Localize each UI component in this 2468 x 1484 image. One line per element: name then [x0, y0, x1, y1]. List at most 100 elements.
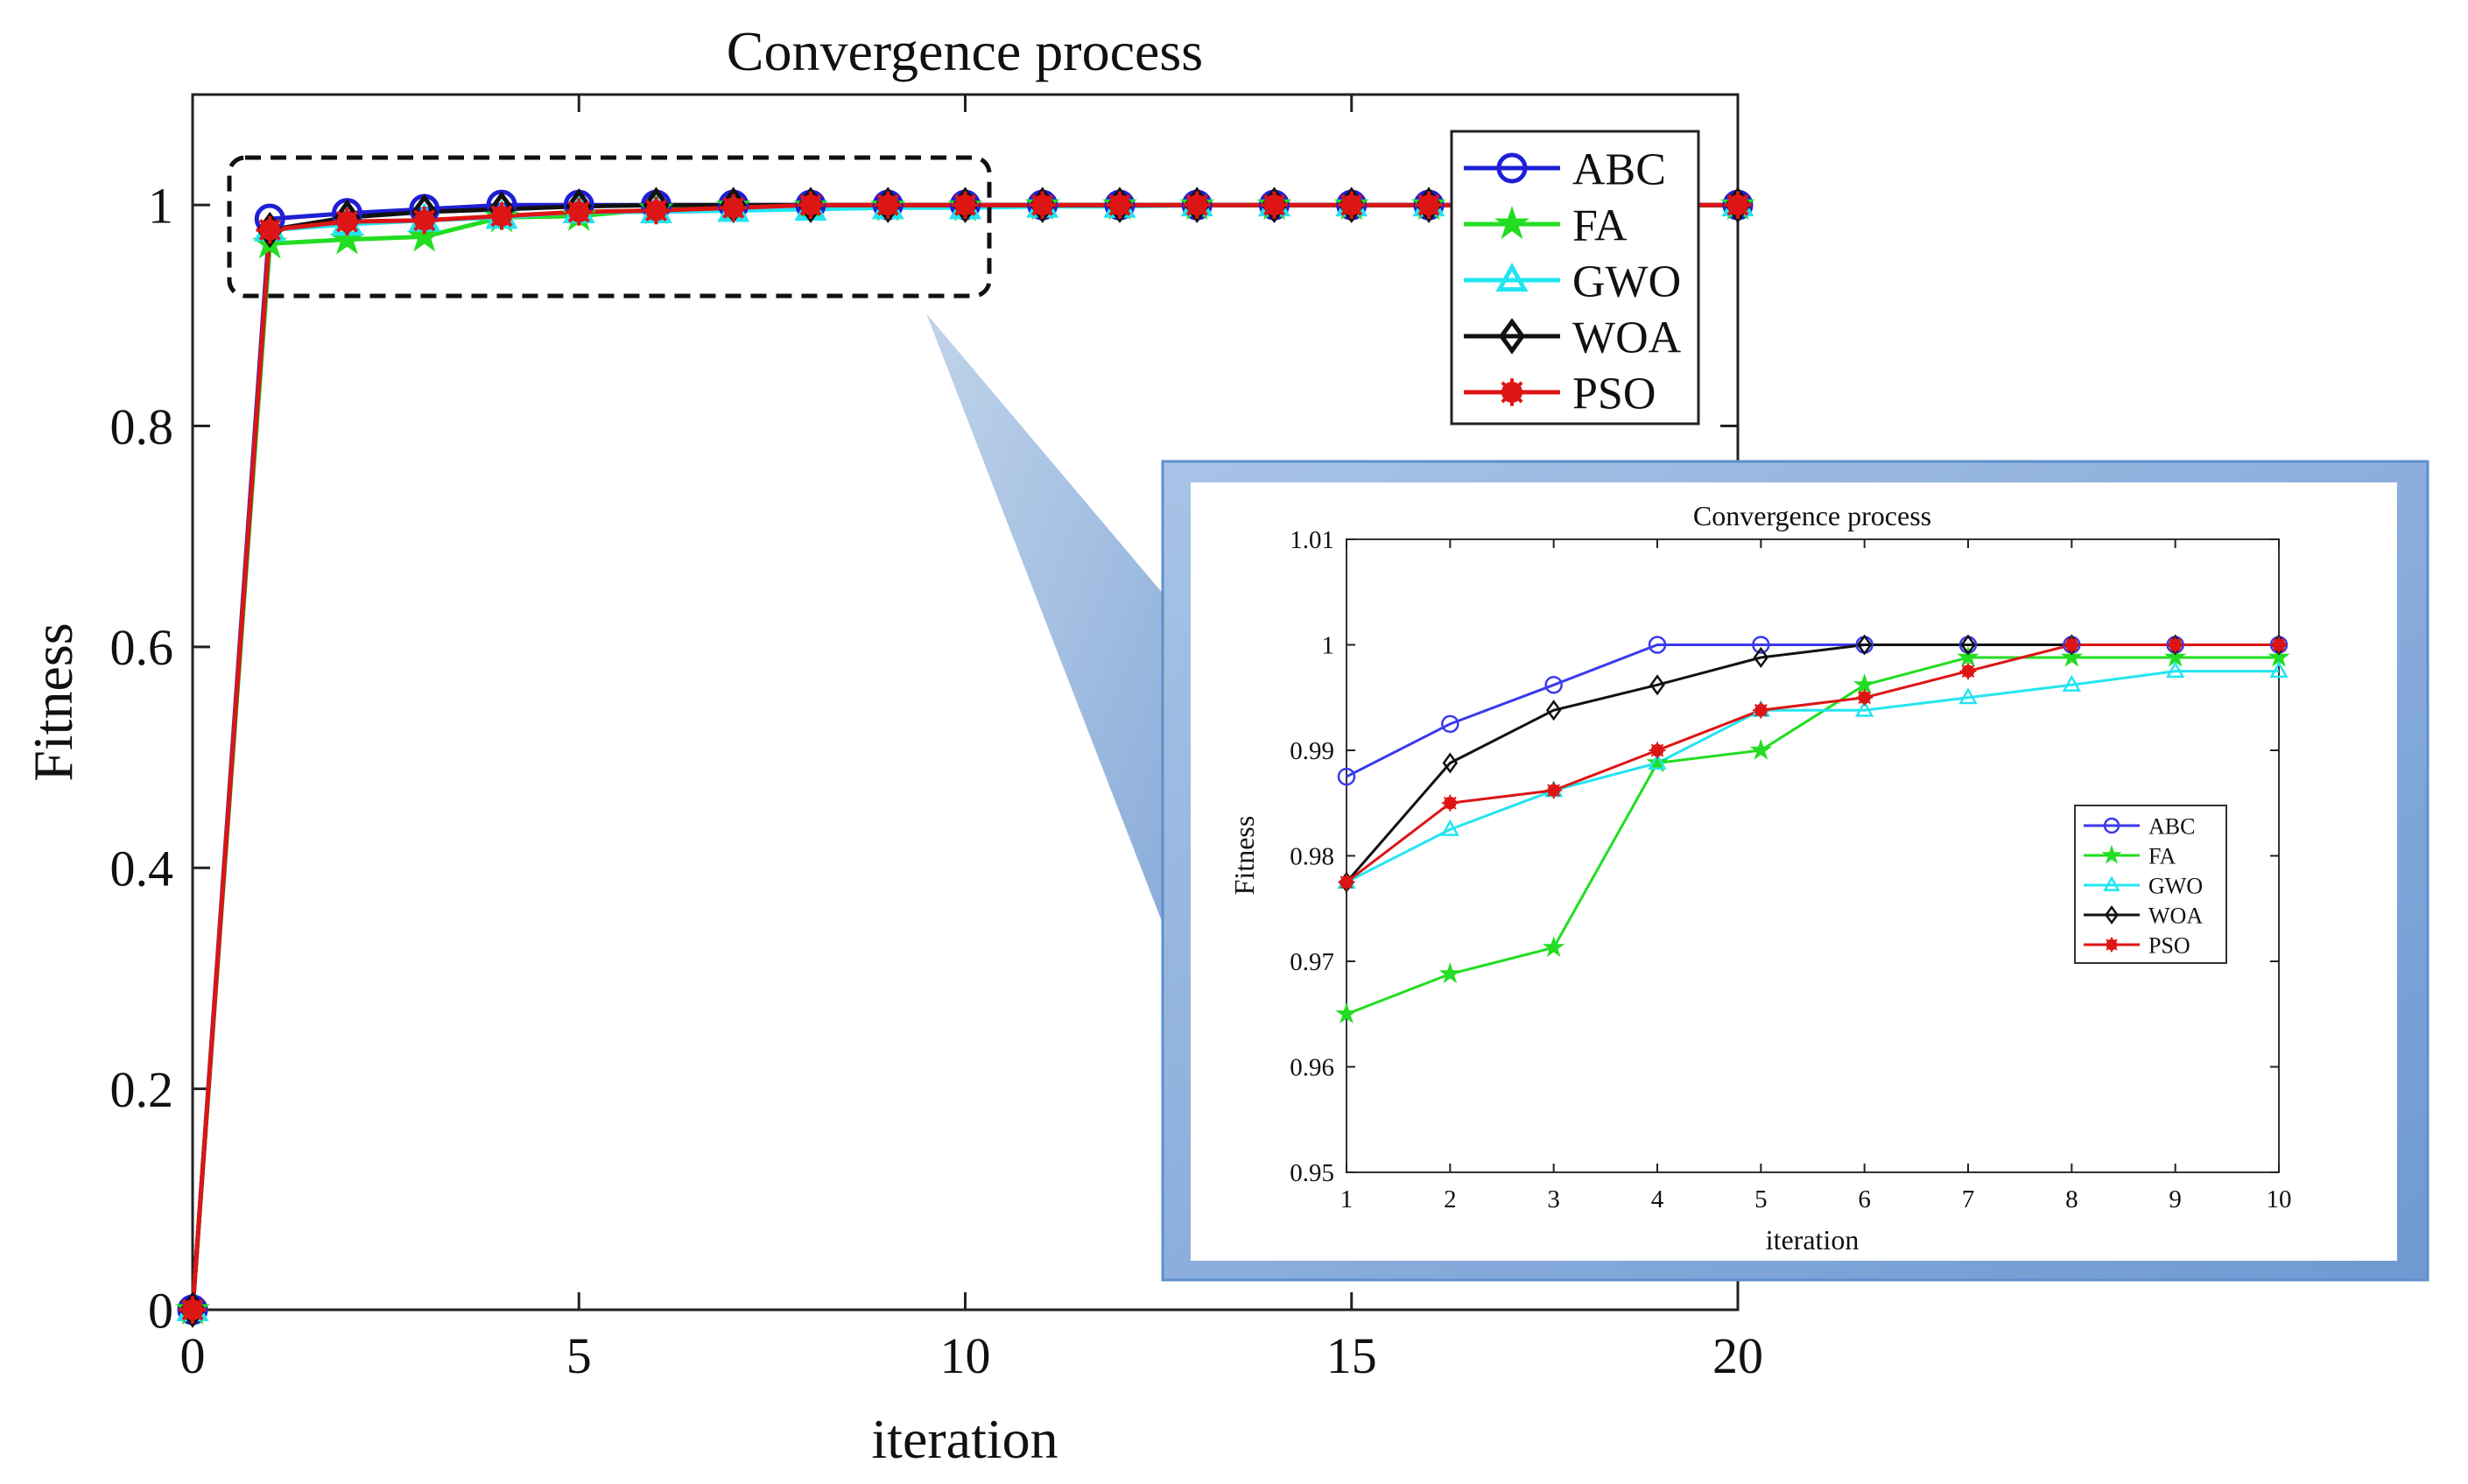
inset-legend-label-pso: PSO	[2148, 932, 2190, 958]
inset-x-axis-label: iteration	[1766, 1224, 1860, 1255]
main-y-tick-label: 0.6	[110, 619, 174, 676]
main-legend-marker-woa	[1498, 318, 1526, 355]
main-legend-marker-pso	[1498, 378, 1526, 406]
main-data-point-pso	[1260, 191, 1289, 219]
inset-y-axis-label: Fitness	[1228, 816, 1260, 896]
inset-data-point-fa	[1438, 962, 1462, 984]
inset-data-point-abc	[1441, 714, 1459, 734]
main-data-point-pso	[1338, 191, 1366, 219]
inset-legend-marker-pso	[2104, 937, 2120, 953]
main-data-point-pso	[488, 202, 516, 230]
main-data-point-pso	[1724, 191, 1752, 219]
inset-x-tick-label: 1	[1340, 1185, 1354, 1213]
inset-data-point-gwo	[2062, 674, 2082, 692]
main-data-point-pso	[797, 191, 825, 219]
inset-y-tick-label: 0.95	[1290, 1159, 1334, 1187]
main-series-markers-pso	[179, 191, 1752, 1324]
inset-data-point-fa	[1646, 751, 1669, 773]
main-legend-label-pso: PSO	[1572, 369, 1656, 419]
inset-y-tick-label: 0.96	[1290, 1054, 1334, 1082]
inset-legend-label-fa: FA	[2148, 843, 2176, 869]
main-data-point-pso	[1106, 191, 1134, 219]
main-data-point-pso	[1415, 191, 1443, 219]
inset-chart: 1 2 3 4 5 6 7 8 9 10 0.95 0.96 0.97 0.98 0.99 1 1.01 Con…	[1161, 460, 2429, 1282]
main-title: Convergence process	[727, 20, 1203, 82]
inset-x-tick-label: 10	[2267, 1185, 2292, 1213]
inset-data-point-woa	[1442, 752, 1459, 774]
inset-y-tick-label: 1	[1322, 632, 1335, 660]
inset-legend-label-abc: ABC	[2148, 813, 2195, 839]
inset-data-point-pso	[1959, 663, 1977, 680]
inset-series-line-pso	[1346, 644, 2279, 883]
inset-data-point-woa	[1856, 634, 1873, 656]
inset-series-line-fa	[1346, 656, 2279, 1016]
inset-data-point-abc	[1337, 767, 1356, 786]
inset-data-point-pso	[1752, 701, 1769, 719]
main-data-point-pso	[333, 207, 362, 236]
inset-y-tick-label: 0.99	[1290, 737, 1334, 765]
inset-x-tick-label: 5	[1754, 1185, 1768, 1213]
main-legend-marker-abc	[1496, 152, 1528, 184]
main-data-point-pso	[642, 196, 671, 225]
main-legend-label-gwo: GWO	[1572, 257, 1681, 307]
inset-data-point-pso	[2167, 637, 2184, 653]
inset-x-tick-label: 2	[1444, 1185, 1457, 1213]
main-data-point-pso	[1029, 191, 1057, 219]
inset-legend-label-woa: WOA	[2148, 903, 2203, 928]
inset-y-tick-label: 0.98	[1290, 843, 1334, 871]
inset-data-point-gwo	[1440, 819, 1460, 836]
inset-series-markers-fa	[1335, 645, 2290, 1023]
main-legend-item-woa: WOA	[1464, 313, 1682, 363]
inset-legend: ABC FA GWO WOA PSO	[2074, 805, 2227, 964]
inset-legend-item-abc: ABC	[2084, 813, 2195, 839]
main-data-point-pso	[256, 215, 284, 244]
inset-data-point-woa	[1649, 674, 1665, 696]
main-legend-label-fa: FA	[1572, 201, 1628, 251]
inset-title: Convergence process	[1693, 500, 1931, 531]
inset-data-point-abc	[1648, 636, 1667, 654]
inset-data-point-woa	[1545, 700, 1562, 721]
inset-data-point-abc	[1544, 676, 1563, 694]
inset-data-point-pso	[1545, 782, 1563, 799]
main-x-axis-label: iteration	[871, 1408, 1058, 1470]
inset-data-point-gwo	[1958, 687, 1978, 705]
zoom-region-box	[227, 155, 992, 299]
main-data-point-pso	[720, 193, 748, 222]
inset-data-point-gwo	[2269, 661, 2289, 679]
inset-data-point-pso	[1649, 742, 1666, 759]
main-data-point-pso	[411, 206, 439, 235]
main-y-tick-label: 0.2	[110, 1061, 174, 1118]
zoom-callout-pointer	[926, 313, 1164, 928]
inset-data-point-fa	[1335, 1002, 1358, 1023]
inset-y-tick-label: 0.97	[1290, 948, 1334, 976]
inset-legend-marker-woa	[2105, 905, 2119, 925]
inset-data-point-fa	[1542, 935, 1565, 958]
inset-series-line-gwo	[1346, 670, 2279, 883]
inset-data-point-gwo	[1648, 752, 1667, 770]
main-ticks: 0 5 10 15 20 0 0.2 0.4 0.6 0.8 1	[110, 95, 1763, 1384]
inset-data-point-fa	[1957, 645, 1979, 667]
inset-x-tick-label: 7	[1962, 1185, 1975, 1213]
inset-data-point-woa	[1960, 634, 1976, 656]
main-legend-item-abc: ABC	[1464, 145, 1666, 195]
inset-data-point-gwo	[2165, 661, 2185, 679]
main-y-tick-label: 0.8	[110, 398, 174, 455]
main-data-point-pso	[951, 191, 980, 219]
inset-x-tick-label: 8	[2065, 1185, 2078, 1213]
inset-data-point-fa	[2060, 645, 2084, 667]
inset-legend-marker-abc	[2103, 817, 2120, 834]
inset-legend-marker-gwo	[2103, 876, 2120, 891]
main-y-tick-label: 0	[148, 1282, 173, 1339]
inset-y-tick-label: 1.01	[1290, 526, 1334, 554]
main-x-tick-label: 5	[566, 1327, 592, 1384]
main-x-tick-label: 15	[1326, 1327, 1377, 1384]
inset-data-point-woa	[1753, 646, 1769, 668]
main-legend-item-fa: FA	[1464, 201, 1628, 251]
inset-legend-label-gwo: GWO	[2148, 873, 2203, 898]
inset-legend-marker-fa	[2101, 845, 2122, 864]
main-y-tick-label: 1	[148, 177, 173, 234]
inset-x-tick-label: 4	[1651, 1185, 1664, 1213]
inset-data-point-pso	[2270, 637, 2288, 653]
inset-data-point-fa	[1853, 673, 1876, 695]
